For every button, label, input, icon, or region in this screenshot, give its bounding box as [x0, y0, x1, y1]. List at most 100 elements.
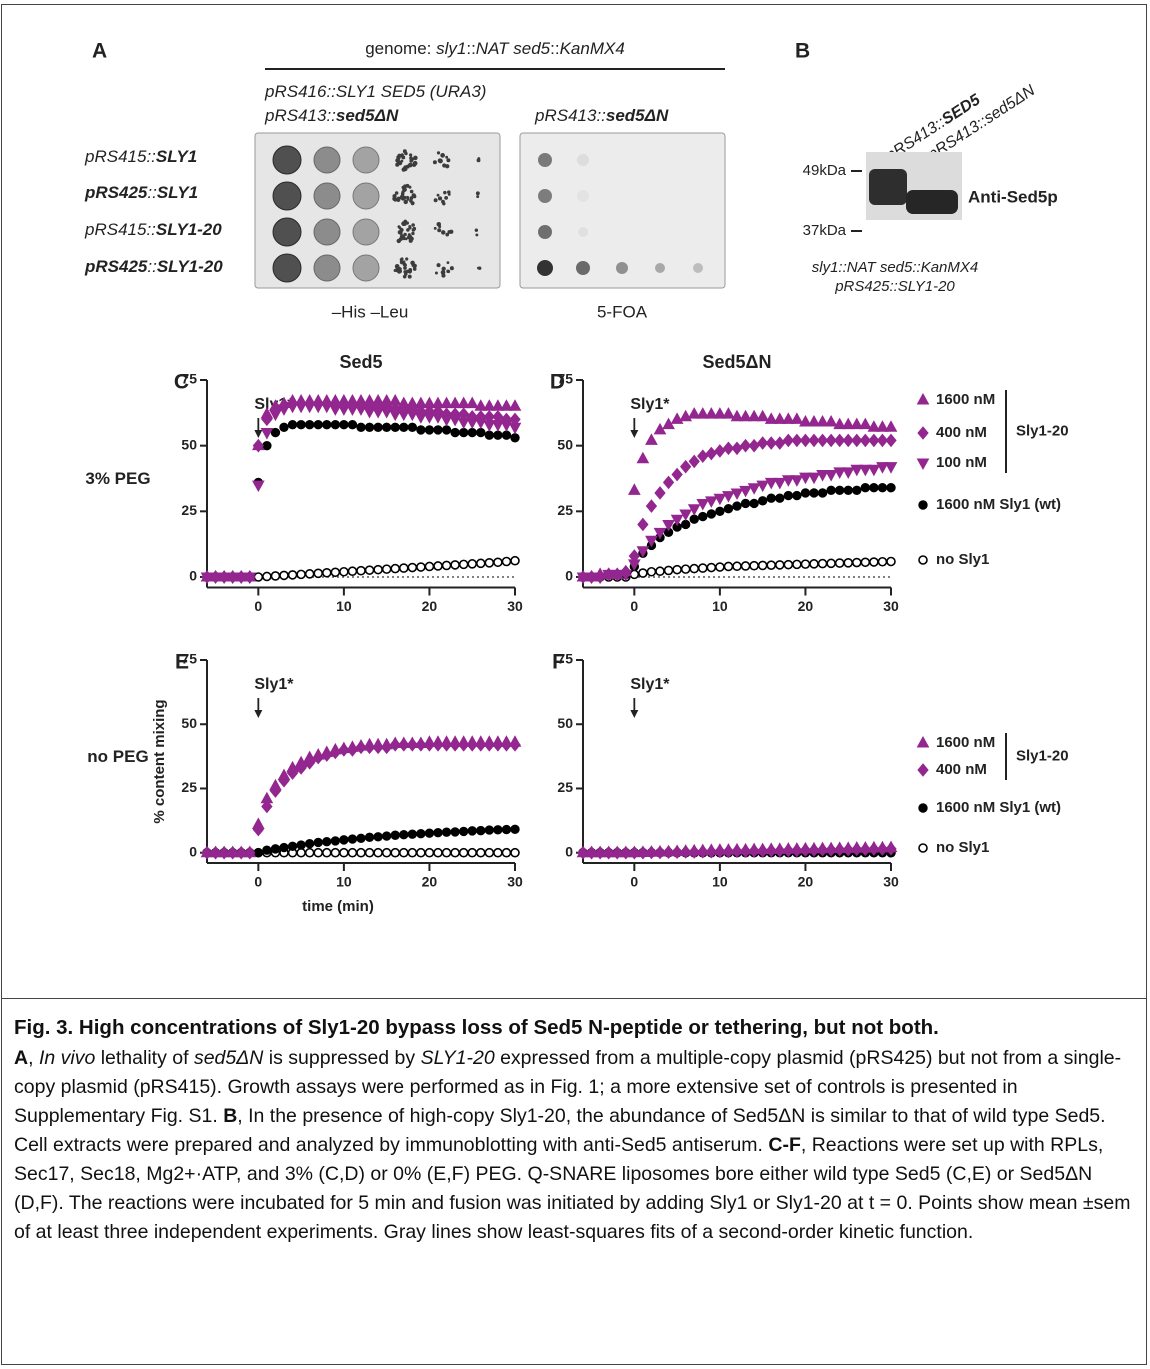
data-point [381, 831, 392, 841]
caption-text: B [223, 1105, 238, 1127]
data-point [747, 483, 761, 495]
yeast-colony [405, 195, 410, 200]
data-point [824, 470, 838, 482]
data-point [704, 843, 718, 855]
yeast-colony [403, 199, 408, 205]
data-point [380, 737, 394, 750]
data-point [723, 504, 734, 514]
y-tick-label: 25 [181, 502, 197, 518]
yeast-colony [432, 160, 437, 165]
data-point [226, 569, 240, 582]
text: KanMX4 [560, 39, 625, 58]
data-point [508, 735, 522, 747]
data-point [347, 566, 358, 577]
data-point [757, 496, 768, 506]
data-point [390, 830, 400, 840]
data-point [388, 736, 402, 749]
text: sed5ΔN [981, 82, 1038, 128]
yeast-colony [397, 153, 402, 158]
yeast-colony [445, 155, 449, 159]
text: SLY1-20 [157, 257, 223, 276]
data-point [320, 393, 334, 406]
legend-marker [916, 735, 930, 748]
data-point [680, 519, 691, 530]
caption-text: , Reactions were set up with RPLs, Sec17… [14, 1134, 1131, 1243]
data-point [653, 844, 667, 857]
data-point [593, 845, 607, 858]
data-point [431, 396, 445, 409]
data-point [697, 449, 709, 463]
data-point [722, 843, 735, 855]
media-label: –His –Leu [332, 302, 409, 321]
genome-label: genome: sly1::NAT sed5::KanMX4 [365, 39, 625, 58]
data-point [260, 791, 274, 804]
data-point [424, 847, 435, 858]
text: SLY1 SED5 (URA3) [336, 82, 487, 101]
yeast-spot [272, 253, 302, 283]
y-tick-label: 0 [189, 568, 197, 584]
data-point [722, 407, 735, 419]
data-point [834, 558, 845, 568]
data-point [766, 560, 777, 570]
data-point [860, 482, 871, 493]
data-point [723, 561, 734, 572]
data-point [842, 433, 854, 448]
yeast-colony [401, 155, 405, 159]
data-point [509, 412, 521, 427]
data-point [296, 419, 306, 430]
data-point [749, 560, 759, 571]
data-point [416, 847, 426, 858]
data-point [330, 419, 341, 430]
yeast-spot [313, 146, 341, 174]
data-point [405, 736, 419, 749]
blot-band [906, 190, 958, 214]
yeast-colony [403, 266, 407, 270]
text: :: [146, 220, 156, 239]
data-point [321, 567, 332, 578]
text: :: [912, 259, 920, 276]
data-point [457, 735, 471, 747]
data-point [492, 409, 504, 424]
data-point [304, 839, 315, 849]
data-point [226, 845, 240, 858]
legend-label: 1600 nM Sly1 (wt) [936, 799, 1061, 816]
data-point [696, 498, 710, 511]
data-point [399, 830, 409, 840]
yeast-colony [407, 274, 412, 279]
text: sly1 [436, 39, 466, 58]
data-point [687, 504, 701, 516]
data-point [484, 825, 495, 835]
x-tick-label: 0 [630, 598, 638, 614]
data-point [234, 569, 248, 582]
plate [519, 132, 726, 289]
data-point [740, 561, 751, 571]
data-point [390, 563, 401, 574]
data-point [790, 412, 804, 424]
data-point [851, 557, 862, 568]
data-point [270, 844, 281, 854]
caption-text: sed5ΔN [193, 1047, 264, 1069]
data-point [424, 828, 435, 838]
data-point [884, 840, 898, 853]
data-point [816, 841, 829, 854]
caption-text: C-F [768, 1134, 801, 1156]
data-point [458, 826, 469, 837]
data-point [790, 475, 804, 487]
legend-label: 1600 nM Sly1 (wt) [936, 496, 1061, 513]
text: pRS416 [264, 82, 327, 101]
data-point [602, 567, 616, 579]
data-point [330, 567, 341, 578]
yeast-colony [441, 273, 446, 278]
yeast-colony [393, 197, 398, 202]
yeast-colony [437, 228, 442, 233]
data-point [877, 556, 888, 567]
x-tick-label: 20 [422, 874, 438, 890]
data-point [356, 422, 366, 432]
yeast-spot [538, 189, 552, 203]
data-point [339, 419, 349, 430]
data-point [637, 517, 649, 532]
yeast-spot [578, 227, 588, 237]
data-point [363, 393, 376, 406]
yeast-colony [440, 153, 445, 158]
y-tick-label: 25 [181, 779, 197, 795]
